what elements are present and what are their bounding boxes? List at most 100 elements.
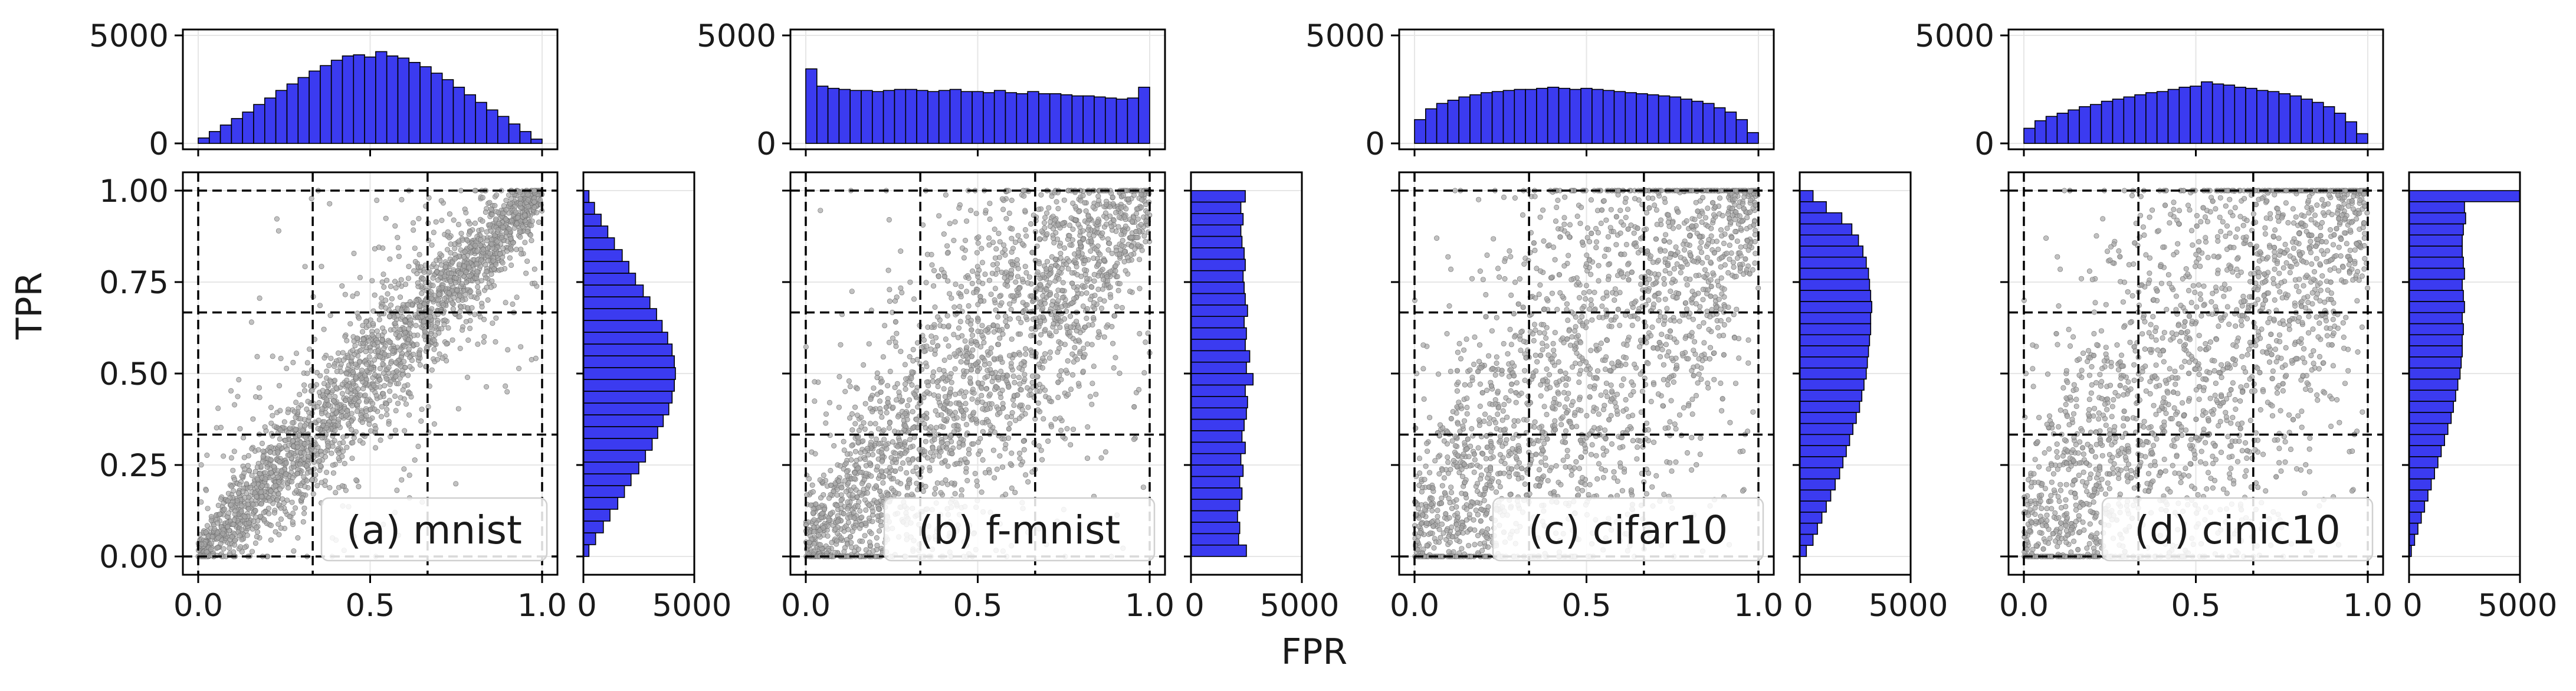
- scatter-point: [416, 351, 422, 357]
- scatter-point: [300, 495, 306, 501]
- scatter-point: [1025, 404, 1031, 410]
- scatter-point: [928, 450, 934, 456]
- right-hist-bar: [583, 284, 644, 297]
- scatter-point: [898, 248, 904, 254]
- scatter-point: [1129, 218, 1135, 224]
- scatter-point: [969, 338, 974, 343]
- scatter-point: [209, 534, 215, 540]
- scatter-point: [271, 510, 277, 516]
- scatter-point: [1015, 261, 1020, 267]
- scatter-point: [218, 496, 224, 502]
- scatter-point: [914, 417, 920, 423]
- scatter-point: [407, 391, 413, 397]
- scatter-point: [1012, 379, 1018, 385]
- scatter-point: [499, 235, 505, 241]
- scatter-point: [402, 330, 408, 336]
- scatter-point: [968, 208, 974, 214]
- scatter-point: [268, 470, 274, 476]
- scatter-point: [444, 341, 449, 347]
- top-hist-bar: [219, 125, 232, 144]
- top-hist-bar: [275, 90, 288, 144]
- scatter-point: [1114, 303, 1120, 309]
- scatter-point: [262, 476, 268, 482]
- scatter-point: [810, 510, 816, 516]
- scatter-point: [394, 368, 400, 374]
- scatter-point: [1085, 306, 1091, 312]
- scatter-point: [932, 304, 938, 310]
- scatter-point: [923, 483, 928, 489]
- scatter-point: [884, 468, 890, 474]
- scatter-point: [1016, 286, 1022, 292]
- scatter-point: [430, 283, 436, 289]
- scatter-point: [976, 279, 982, 284]
- scatter-point: [1095, 202, 1101, 208]
- scatter-point: [876, 441, 882, 447]
- scatter-point: [319, 411, 324, 417]
- scatter-point: [533, 355, 539, 361]
- scatter-point: [966, 275, 972, 281]
- scatter-point: [302, 264, 308, 270]
- scatter-point: [902, 450, 908, 456]
- scatter-point: [944, 250, 950, 256]
- scatter-point: [422, 301, 428, 307]
- scatter-point: [974, 342, 980, 348]
- scatter-point: [431, 421, 437, 427]
- scatter-point: [238, 509, 244, 515]
- scatter-point: [454, 287, 460, 293]
- scatter-point: [307, 346, 313, 352]
- scatter-point: [1022, 208, 1028, 214]
- scatter-point: [1051, 226, 1056, 232]
- scatter-point: [1138, 191, 1144, 197]
- top-hist-bar: [431, 73, 443, 144]
- scatter-point: [208, 513, 214, 519]
- scatter-point: [375, 333, 381, 339]
- scatter-point: [1009, 197, 1015, 203]
- scatter-point: [823, 420, 829, 426]
- scatter-point: [290, 359, 296, 365]
- scatter-point: [333, 385, 339, 391]
- scatter-point: [1068, 442, 1074, 448]
- scatter-point: [394, 487, 400, 493]
- scatter-point: [1042, 300, 1048, 306]
- scatter-point: [329, 450, 334, 456]
- scatter-point: [1024, 302, 1030, 308]
- scatter-point: [898, 349, 904, 355]
- scatter-point: [992, 255, 998, 261]
- scatter-point: [293, 505, 298, 511]
- scatter-point: [842, 388, 848, 394]
- scatter-point: [887, 368, 893, 374]
- scatter-point: [914, 425, 920, 431]
- scatter-point: [346, 421, 352, 427]
- scatter-point: [947, 291, 953, 297]
- scatter-point: [933, 408, 938, 414]
- scatter-point: [505, 347, 511, 353]
- scatter-point: [957, 319, 963, 325]
- scatter-point: [518, 344, 524, 350]
- figure-ylabel: TPR: [9, 272, 50, 340]
- scatter-point: [931, 322, 937, 328]
- scatter-point: [1059, 294, 1065, 300]
- scatter-point: [274, 497, 280, 503]
- scatter-point: [980, 260, 986, 266]
- scatter-point: [1132, 246, 1138, 252]
- scatter-point: [334, 404, 340, 410]
- scatter-point: [268, 444, 274, 450]
- scatter-point: [1117, 251, 1123, 257]
- scatter-point: [415, 280, 421, 286]
- scatter-point: [812, 541, 818, 547]
- scatter-point: [998, 368, 1004, 374]
- scatter-point: [491, 266, 497, 272]
- scatter-point: [418, 418, 424, 424]
- scatter-point: [1014, 257, 1020, 263]
- scatter-point: [834, 503, 840, 509]
- scatter-point: [402, 317, 408, 323]
- scatter-point: [384, 407, 390, 412]
- scatter-point: [811, 529, 817, 535]
- scatter-point: [339, 483, 345, 489]
- scatter-point: [467, 273, 472, 279]
- scatter-point: [1138, 222, 1144, 228]
- scatter-point: [1077, 351, 1083, 356]
- scatter-plot: 0.0 0.5 1.00.000.250.500.751.00(a) mnist: [99, 171, 567, 624]
- right-hist-bar: [583, 414, 664, 427]
